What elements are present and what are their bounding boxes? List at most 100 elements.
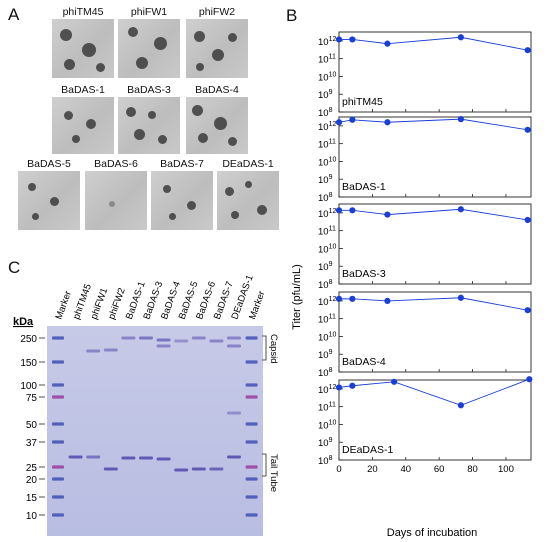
protein-band bbox=[209, 467, 224, 471]
marker-band bbox=[245, 422, 258, 426]
plaque-label: BaDAS-7 bbox=[160, 158, 204, 170]
marker-band bbox=[52, 395, 64, 399]
protein-band bbox=[209, 339, 224, 343]
marker-size-label: 20 bbox=[26, 475, 38, 486]
data-point bbox=[384, 211, 391, 218]
data-point bbox=[390, 378, 398, 385]
marker-band bbox=[52, 495, 64, 499]
marker-band bbox=[52, 422, 64, 426]
protein-band bbox=[86, 455, 101, 459]
plaque-label: DEaDAS-1 bbox=[222, 158, 274, 170]
data-point bbox=[524, 47, 531, 54]
x-tick-label: 100 bbox=[498, 464, 514, 475]
data-point bbox=[335, 207, 343, 214]
series-label: BaDAS-1 bbox=[342, 181, 386, 193]
tail-tube-label: Tail Tube bbox=[268, 454, 279, 492]
data-point bbox=[349, 295, 356, 302]
marker-size-label: 10 bbox=[26, 511, 38, 522]
x-tick-label: 20 bbox=[367, 464, 378, 475]
plaque-image: BaDAS-3 bbox=[118, 84, 180, 154]
data-point bbox=[524, 307, 531, 314]
marker-band bbox=[245, 383, 258, 387]
x-tick-label: 60 bbox=[434, 464, 445, 475]
protein-band bbox=[121, 456, 136, 460]
marker-size-label: 15 bbox=[26, 493, 38, 504]
protein-band bbox=[174, 339, 189, 343]
data-point bbox=[457, 206, 464, 213]
marker-band bbox=[52, 440, 64, 444]
plaque-label: BaDAS-4 bbox=[195, 84, 239, 96]
protein-band bbox=[68, 455, 83, 459]
plot-frame bbox=[338, 31, 532, 113]
plaque-label: BaDAS-6 bbox=[94, 158, 138, 170]
marker-band bbox=[245, 513, 258, 517]
marker-size-label: 75 bbox=[26, 393, 38, 404]
series-label: DEaDAS-1 bbox=[342, 444, 394, 456]
capsid-bracket bbox=[262, 335, 267, 361]
data-point bbox=[335, 119, 343, 126]
marker-band bbox=[52, 465, 64, 469]
data-point bbox=[457, 294, 464, 301]
protein-band bbox=[227, 411, 241, 415]
data-point bbox=[524, 216, 531, 224]
marker-band bbox=[245, 336, 258, 340]
tail-tube-bracket bbox=[262, 453, 267, 477]
plaque-label: phiTM45 bbox=[62, 6, 104, 18]
protein-band bbox=[227, 336, 241, 340]
protein-band bbox=[227, 455, 241, 459]
y-axis-label: Titer (pfu/mL) bbox=[291, 264, 303, 330]
data-point bbox=[457, 116, 464, 123]
protein-band bbox=[103, 348, 118, 352]
plaque-image: BaDAS-4 bbox=[186, 84, 248, 154]
plaque-label: phiFW1 bbox=[130, 6, 168, 18]
marker-size-label: 250 bbox=[20, 334, 37, 345]
marker-band bbox=[245, 465, 258, 469]
panel-label-a: A bbox=[8, 5, 20, 24]
panel-label-c: C bbox=[8, 258, 21, 277]
marker-size-label: 150 bbox=[20, 358, 37, 369]
protein-band bbox=[156, 457, 171, 461]
data-point bbox=[349, 382, 356, 389]
data-point bbox=[349, 116, 356, 123]
marker-size-label: 50 bbox=[26, 420, 38, 431]
data-point bbox=[524, 126, 531, 133]
data-point bbox=[349, 36, 356, 43]
plaque-label: BaDAS-1 bbox=[61, 84, 105, 96]
marker-band bbox=[52, 336, 64, 340]
plaque-image: phiFW2 bbox=[186, 6, 248, 78]
x-tick-label: 40 bbox=[400, 464, 411, 475]
plaque-label: BaDAS-3 bbox=[127, 84, 171, 96]
kda-label: kDa bbox=[13, 316, 34, 328]
protein-band bbox=[156, 338, 171, 342]
plot-frame bbox=[338, 291, 532, 373]
plaque-image: BaDAS-1 bbox=[52, 84, 114, 154]
protein-band bbox=[139, 456, 153, 460]
plaque-image: BaDAS-6 bbox=[85, 158, 147, 230]
protein-band bbox=[191, 336, 206, 340]
x-axis-label: Days of incubation bbox=[387, 527, 478, 539]
protein-band bbox=[174, 468, 189, 472]
x-tick-label: 80 bbox=[467, 464, 478, 475]
data-point bbox=[335, 36, 343, 43]
marker-band bbox=[52, 513, 64, 517]
plaque-image: phiFW1 bbox=[118, 6, 180, 78]
plaque-label: BaDAS-5 bbox=[27, 158, 71, 170]
protein-band bbox=[139, 336, 153, 340]
lane-label: Marker bbox=[247, 289, 267, 321]
marker-band bbox=[52, 383, 64, 387]
data-point bbox=[335, 295, 343, 302]
marker-band bbox=[245, 495, 258, 499]
data-point bbox=[526, 376, 533, 383]
protein-band bbox=[121, 336, 136, 340]
plot-frame bbox=[338, 116, 532, 198]
marker-band bbox=[245, 360, 258, 364]
panel-label-b: B bbox=[286, 6, 298, 25]
marker-size-label: 37 bbox=[26, 438, 38, 449]
series-label: BaDAS-3 bbox=[342, 268, 386, 280]
marker-size-label: 25 bbox=[26, 463, 38, 474]
data-point bbox=[384, 119, 391, 126]
plot-frame bbox=[338, 379, 532, 461]
plaque-image: BaDAS-7 bbox=[151, 158, 213, 230]
